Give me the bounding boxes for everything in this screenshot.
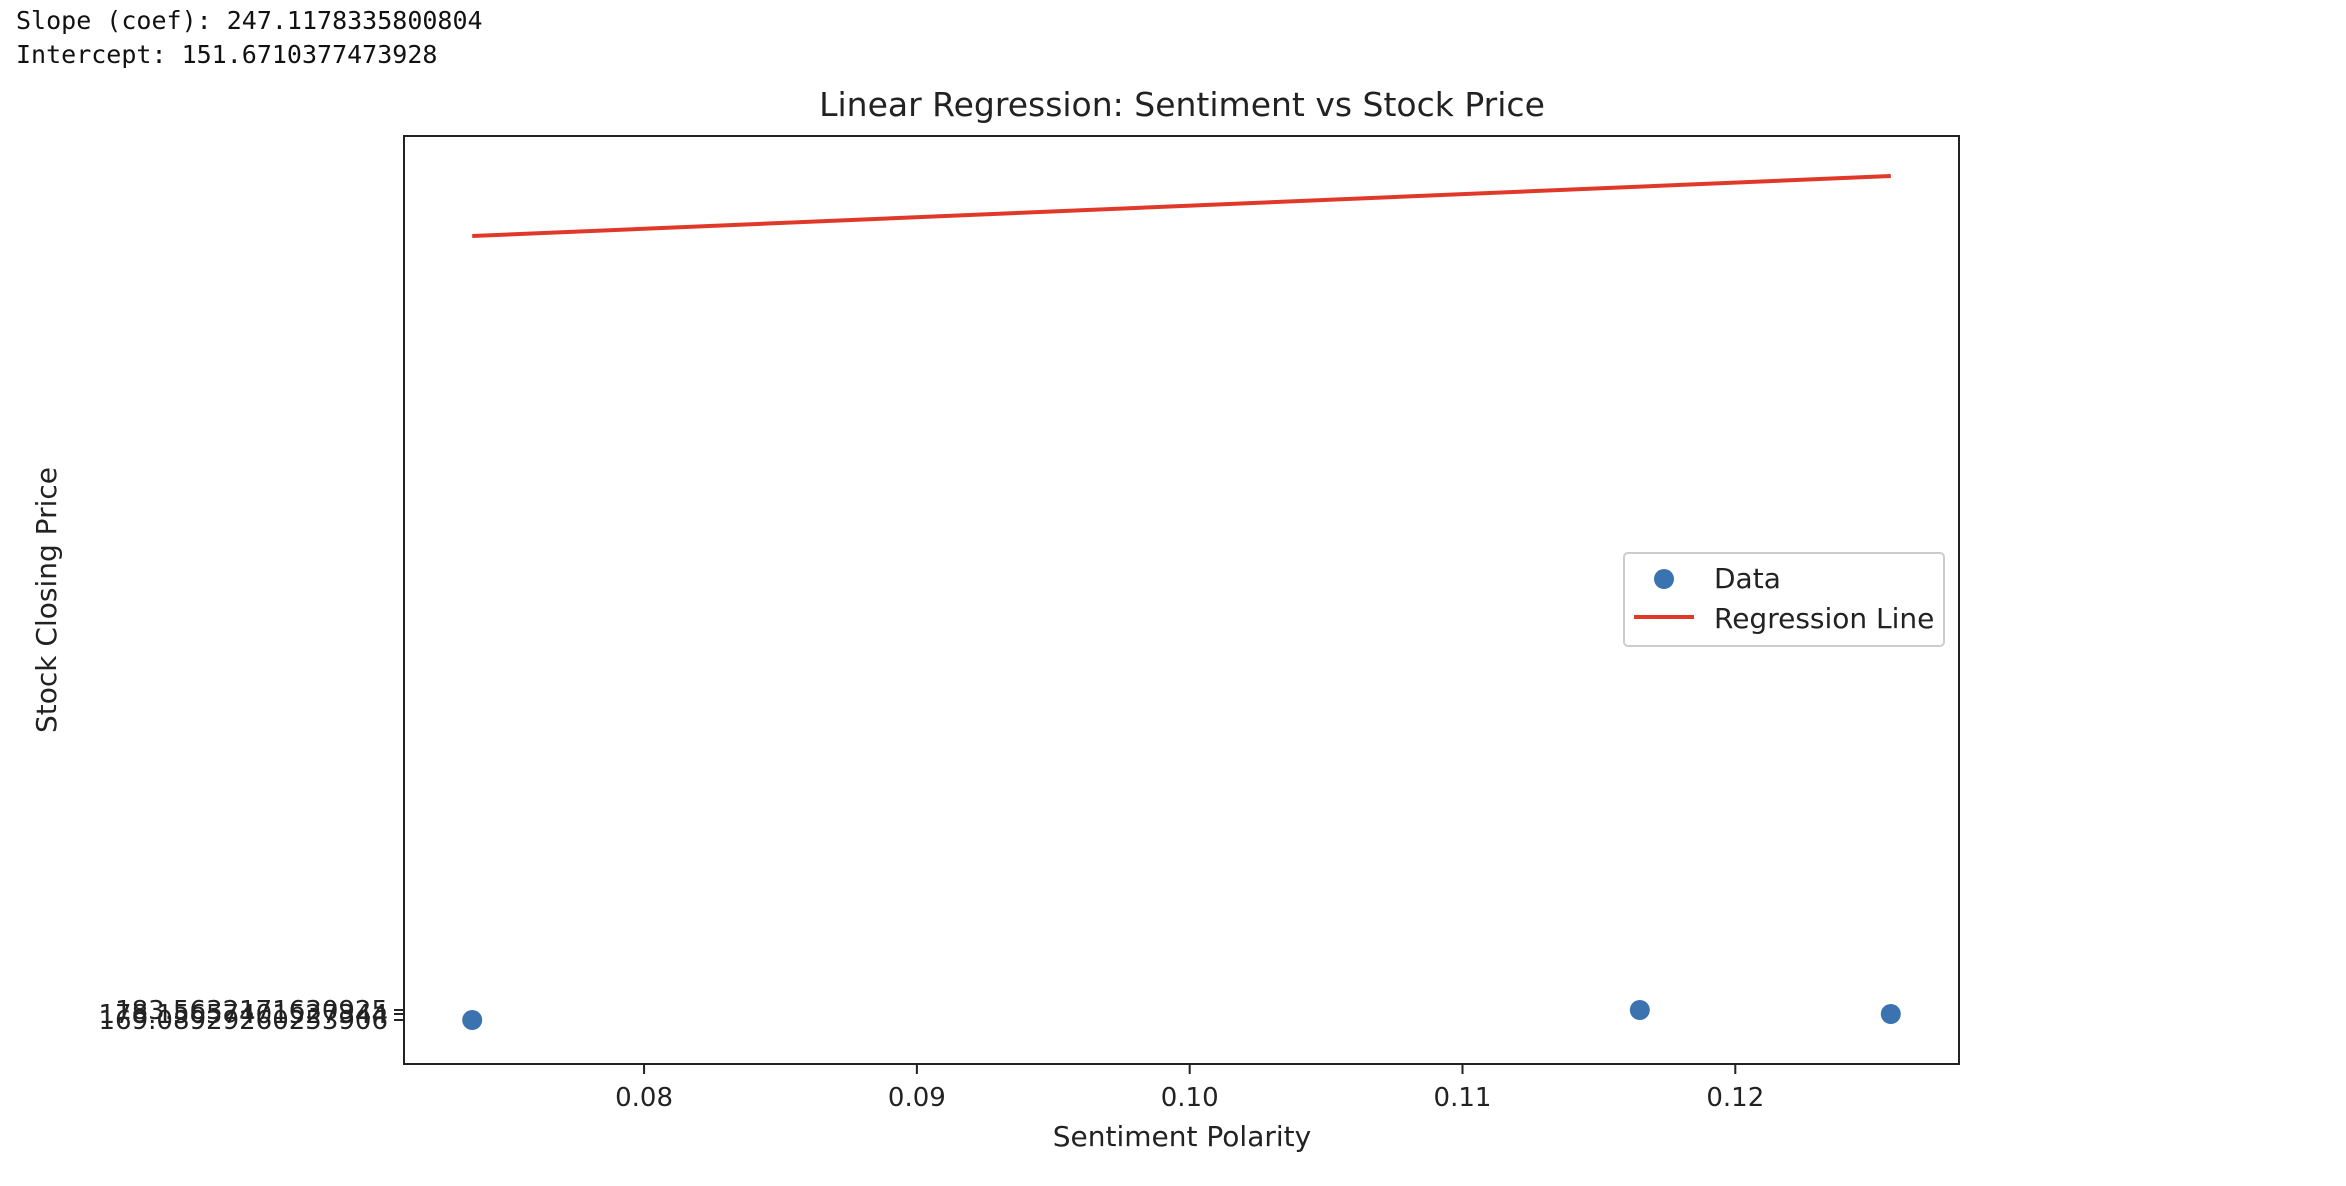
plot-area-frame xyxy=(403,135,1960,1065)
x-axis-label: Sentiment Polarity xyxy=(1053,1120,1311,1153)
legend-box xyxy=(1623,552,1945,647)
legend-regression-label: Regression Line xyxy=(1714,602,1934,635)
data-point xyxy=(1880,1004,1901,1024)
chart-title: Linear Regression: Sentiment vs Stock Pr… xyxy=(819,85,1545,124)
console-output: Slope (coef): 247.1178335800804 Intercept… xyxy=(16,4,483,72)
x-tick-label: 0.08 xyxy=(615,1083,673,1113)
x-axis: 0.08 0.09 0.10 0.11 0.12 xyxy=(615,1064,1764,1113)
x-tick-label: 0.11 xyxy=(1434,1083,1492,1113)
legend-data-label: Data xyxy=(1714,562,1781,595)
data-point xyxy=(1629,1000,1650,1020)
slope-output: Slope (coef): 247.1178335800804 xyxy=(16,6,483,35)
y-tick-label: 183.5632171630925 xyxy=(115,996,388,1026)
data-point xyxy=(462,1010,483,1030)
y-tick-label: 178.15657401527344 xyxy=(99,1000,388,1030)
y-axis-label: Stock Closing Price xyxy=(30,467,63,733)
x-tick-label: 0.12 xyxy=(1706,1083,1764,1113)
regression-line-layer xyxy=(472,174,1891,238)
y-axis: 169.08929260253906178.15657401527344183.… xyxy=(99,996,404,1036)
legend: Data Regression Line xyxy=(1623,552,1945,647)
x-tick-label: 0.10 xyxy=(1161,1083,1219,1113)
y-tick-label: 169.08929260253906 xyxy=(99,1006,388,1036)
intercept-output: Intercept: 151.6710377473928 xyxy=(16,40,438,69)
data-points-layer xyxy=(462,1000,1901,1030)
legend-data-marker xyxy=(1654,569,1674,589)
x-tick-label: 0.09 xyxy=(888,1083,946,1113)
regression-line xyxy=(472,174,1891,238)
